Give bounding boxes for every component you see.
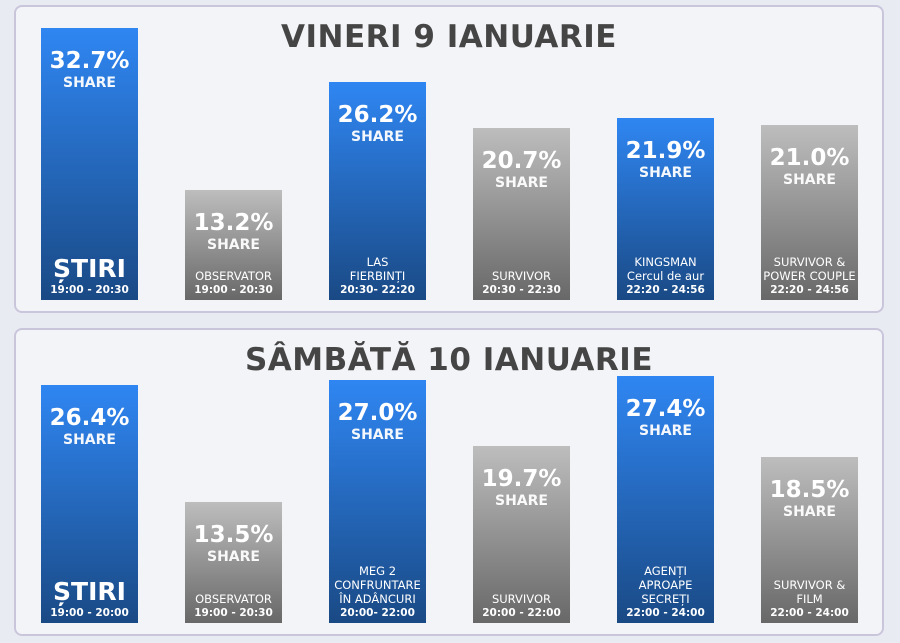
bar: 26.2% SHARE LAS FIERBINȚI 20:30- 22:20 [329, 81, 426, 300]
value-label: 13.2% [193, 210, 274, 236]
spacer [763, 521, 856, 579]
value-label: 26.4% [49, 405, 130, 432]
bar: 20.7% SHARE SURVIVOR 20:30 - 22:30 [473, 127, 570, 300]
bar: 27.0% SHARE MEG 2 CONFRUNTARE ÎN ADÂNCURI 2… [329, 380, 426, 623]
bar: 21.0% SHARE SURVIVOR & POWER COUPLE 22:20 -… [761, 125, 858, 300]
spacer [43, 449, 136, 578]
time-label: 19:00 - 20:30 [50, 284, 129, 296]
spacer [43, 92, 136, 256]
panel: SÂMBĂTĂ 10 IANUARIE 26.4% SHARE ȘTIRI 19:00… [14, 328, 884, 636]
chart-title: VINERI 9 IANUARIE [281, 19, 617, 55]
value-caption: SHARE [207, 237, 260, 253]
value-caption: SHARE [351, 427, 404, 443]
value-label: 19.7% [481, 465, 562, 492]
category-label: LAS FIERBINȚI [349, 255, 406, 283]
time-label: 20:00- 22:00 [340, 607, 415, 619]
spacer [475, 192, 568, 270]
value-caption: SHARE [783, 503, 836, 520]
category-label: MEG 2 CONFRUNTARE ÎN ADÂNCURI [334, 564, 421, 606]
time-label: 19:00 - 20:30 [194, 607, 273, 619]
category-label: SURVIVOR [491, 592, 552, 606]
time-label: 22:00 - 24:00 [626, 607, 705, 619]
value-label: 21.9% [625, 137, 706, 164]
spacer [331, 146, 424, 255]
value-label: 26.2% [337, 101, 418, 128]
category-label: OBSERVATOR [195, 269, 272, 283]
spacer [475, 510, 568, 592]
value-caption: SHARE [63, 432, 116, 449]
spacer [619, 440, 712, 564]
value-caption: SHARE [495, 492, 548, 509]
value-caption: SHARE [495, 174, 548, 191]
bar: 13.5% SHARE OBSERVATOR 19:00 - 20:30 [185, 501, 282, 623]
category-label: ȘTIRI [53, 577, 126, 606]
category-label: ȘTIRI [53, 254, 126, 283]
value-caption: SHARE [639, 164, 692, 181]
bar: 18.5% SHARE SURVIVOR & FILM 22:00 - 24:00 [761, 456, 858, 623]
time-label: 22:20 - 24:56 [770, 284, 849, 296]
bar: 26.4% SHARE ȘTIRI 19:00 - 20:00 [41, 385, 138, 623]
category-label: AGENȚI APROAPE SECREȚI [638, 564, 693, 606]
spacer [187, 566, 280, 593]
time-label: 20:00 - 22:00 [482, 607, 561, 619]
panel: VINERI 9 IANUARIE 32.7% SHARE ȘTIRI 19:00 -… [14, 5, 884, 313]
category-label: OBSERVATOR [195, 592, 272, 606]
value-caption: SHARE [63, 74, 116, 91]
category-label: KINGSMAN Cercul de aur [626, 255, 705, 283]
spacer [331, 444, 424, 564]
time-label: 22:20 - 24:56 [626, 284, 705, 296]
category-label: SURVIVOR & POWER COUPLE [763, 255, 856, 283]
value-label: 18.5% [769, 476, 850, 503]
spacer [619, 182, 712, 256]
value-label: 20.7% [481, 147, 562, 174]
value-caption: SHARE [207, 548, 260, 565]
bar: 32.7% SHARE ȘTIRI 19:00 - 20:30 [41, 27, 138, 300]
bar: 27.4% SHARE AGENȚI APROAPE SECREȚI 22:00 - … [617, 376, 714, 623]
plot-area: 32.7% SHARE ȘTIRI 19:00 - 20:30 13.2% SHARE OB… [16, 25, 882, 300]
bar: 19.7% SHARE SURVIVOR 20:00 - 22:00 [473, 445, 570, 623]
value-label: 21.0% [769, 145, 850, 171]
bar: 21.9% SHARE KINGSMAN Cercul de aur 22:20 - … [617, 117, 714, 300]
time-label: 22:00 - 24:00 [770, 607, 849, 619]
value-label: 27.0% [337, 400, 418, 426]
value-caption: SHARE [639, 423, 692, 440]
spacer [763, 189, 856, 255]
value-caption: SHARE [783, 172, 836, 188]
value-label: 27.4% [625, 396, 706, 423]
time-label: 20:30 - 22:30 [482, 284, 561, 296]
time-label: 19:00 - 20:30 [194, 284, 273, 296]
time-label: 19:00 - 20:00 [50, 607, 129, 619]
category-label: SURVIVOR & FILM [773, 578, 846, 606]
value-caption: SHARE [351, 128, 404, 145]
bar: 13.2% SHARE OBSERVATOR 19:00 - 20:30 [185, 190, 282, 300]
category-label: SURVIVOR [491, 269, 552, 283]
plot-area: 26.4% SHARE ȘTIRI 19:00 - 20:00 13.5% SHARE OB… [16, 326, 882, 623]
spacer [187, 254, 280, 269]
time-label: 20:30- 22:20 [340, 284, 415, 296]
chart-title: SÂMBĂTĂ 10 IANUARIE [244, 342, 653, 378]
value-label: 32.7% [49, 47, 130, 74]
value-label: 13.5% [193, 521, 274, 548]
